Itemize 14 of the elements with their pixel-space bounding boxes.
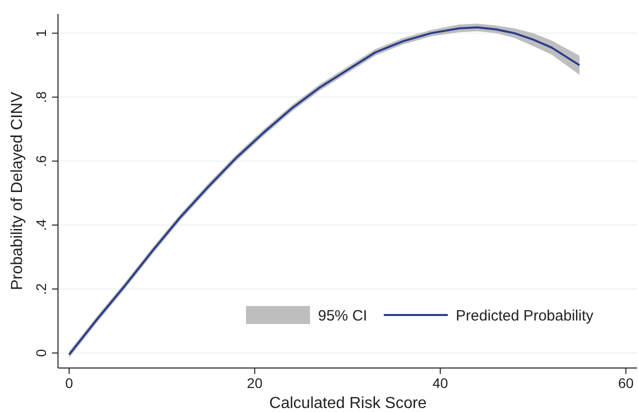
y-tick-label: 1 [33,29,49,38]
y-tick-label: .8 [33,91,49,103]
x-tick-label: 60 [618,375,634,391]
x-axis-title: Calculated Risk Score [269,395,427,412]
y-tick-label: .6 [33,155,49,167]
annotation: 95% CI [318,307,368,324]
y-tick-label: .4 [33,219,49,231]
x-tick-label: 20 [246,375,263,391]
x-tick-label: 0 [65,375,74,391]
y-axis-title: Probability of Delayed CINV [9,92,26,290]
x-tick-label: 40 [432,375,448,391]
legend-label: Predicted Probability [456,307,594,324]
y-tick-label: .2 [33,282,49,295]
y-tick-label: 0 [33,348,49,357]
